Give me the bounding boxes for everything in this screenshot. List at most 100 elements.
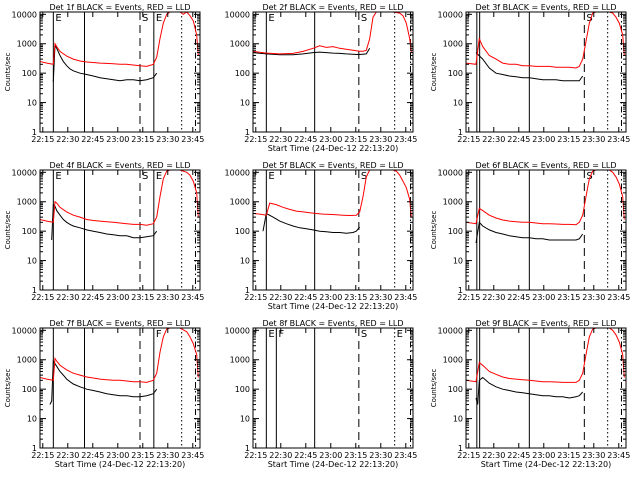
x-tick-label: 23:15	[131, 451, 154, 460]
panel-title: Det 5f BLACK = Events, RED = LLD	[262, 161, 403, 170]
panel-title: Det 9f BLACK = Events, RED = LLD	[475, 319, 616, 328]
y-tick-label: 1000	[443, 356, 463, 365]
time-marker-label: S	[361, 13, 367, 24]
x-tick-label: 23:45	[394, 451, 417, 460]
y-tick-label: 1	[32, 444, 37, 453]
x-tick-label: 23:30	[156, 293, 179, 302]
x-tick-label: 23:00	[106, 451, 129, 460]
y-tick-label: 10000	[12, 168, 37, 177]
time-marker-label: E	[55, 171, 61, 182]
x-tick-label: 23:15	[344, 451, 367, 460]
panel-title: Det 7f BLACK = Events, RED = LLD	[49, 319, 190, 328]
x-tick-label: 23:00	[319, 293, 342, 302]
x-tick-label: 22:45	[81, 135, 104, 144]
y-tick-label: 10	[240, 257, 250, 266]
series-line-events	[475, 221, 584, 243]
time-marker-label: S	[586, 13, 592, 24]
panel-title: Det 3f BLACK = Events, RED = LLD	[475, 3, 616, 12]
time-marker-label: E	[156, 13, 162, 24]
y-tick-label: 1000	[230, 356, 250, 365]
x-tick-label: 23:30	[369, 293, 392, 302]
plot-frame	[39, 327, 201, 449]
y-axis-label: Counts/sec	[4, 211, 12, 250]
x-tick-label: 23:45	[607, 451, 630, 460]
y-tick-label: 100	[235, 385, 250, 394]
time-marker-label: E	[55, 13, 61, 24]
series-line-lld	[466, 170, 625, 226]
series-line-events	[51, 203, 158, 241]
series-line-lld	[466, 12, 625, 69]
time-marker-label: E	[397, 329, 403, 340]
x-axis-label: Start Time (24-Dec-12 22:13:20)	[268, 460, 399, 469]
y-tick-label: 100	[22, 69, 37, 78]
x-tick-label: 22:30	[269, 451, 292, 460]
series-line-events	[52, 43, 158, 83]
time-marker-label: E	[268, 13, 274, 24]
x-tick-label: 22:15	[31, 135, 54, 144]
x-tick-label: 22:15	[457, 135, 480, 144]
x-tick-label: 23:45	[394, 293, 417, 302]
x-tick-label: 22:30	[482, 135, 505, 144]
y-tick-label: 1	[32, 286, 37, 295]
x-tick-label: 23:15	[131, 293, 154, 302]
y-tick-label: 1000	[443, 40, 463, 49]
x-tick-label: 22:45	[294, 293, 317, 302]
panel-title: Det 2f BLACK = Events, RED = LLD	[262, 3, 403, 12]
x-tick-label: 23:30	[582, 451, 605, 460]
x-tick-label: 23:45	[181, 293, 204, 302]
y-tick-label: 100	[235, 69, 250, 78]
x-tick-label: 22:30	[56, 293, 79, 302]
y-tick-label: 100	[448, 385, 463, 394]
time-marker-label: F	[156, 329, 162, 340]
y-tick-label: 10	[240, 99, 250, 108]
series-line-events	[475, 376, 584, 405]
x-tick-label: 22:15	[31, 451, 54, 460]
x-tick-label: 23:30	[369, 135, 392, 144]
plot-frame	[252, 11, 414, 133]
x-tick-label: 23:30	[156, 135, 179, 144]
x-tick-label: 22:30	[482, 451, 505, 460]
time-marker-label: E	[156, 171, 162, 182]
y-tick-label: 10	[453, 99, 463, 108]
x-tick-label: 23:15	[557, 293, 580, 302]
y-tick-label: 10000	[438, 168, 463, 177]
x-tick-label: 23:30	[156, 451, 179, 460]
y-tick-label: 10	[27, 257, 37, 266]
x-tick-label: 23:00	[532, 451, 555, 460]
x-tick-label: 22:45	[294, 451, 317, 460]
plot-frame	[465, 327, 627, 449]
x-tick-label: 22:45	[507, 293, 530, 302]
x-tick-label: 22:30	[269, 135, 292, 144]
series-line-events	[475, 52, 584, 82]
time-marker-label: E	[268, 171, 274, 182]
y-axis-label: Counts/sec	[4, 369, 12, 408]
x-tick-label: 23:15	[344, 293, 367, 302]
time-marker-label: S	[361, 329, 367, 340]
time-marker-label: S	[142, 171, 148, 182]
y-tick-label: 1	[245, 128, 250, 137]
detector-panel: Det 9f BLACK = Events, RED = LLD 1 10 100 10…	[430, 319, 630, 469]
x-tick-label: 23:00	[106, 135, 129, 144]
y-tick-label: 10000	[12, 326, 37, 335]
plot-frame	[39, 11, 201, 133]
x-tick-label: 22:15	[457, 293, 480, 302]
time-marker-label: S	[586, 171, 592, 182]
x-tick-label: 22:45	[507, 451, 530, 460]
x-tick-label: 22:45	[507, 135, 530, 144]
x-tick-label: 23:15	[557, 451, 580, 460]
series-line-lld	[253, 12, 412, 55]
plot-frame	[465, 169, 627, 291]
series-line-events	[253, 48, 371, 56]
x-tick-label: 22:15	[244, 293, 267, 302]
x-tick-label: 22:30	[56, 135, 79, 144]
x-tick-label: 23:45	[607, 135, 630, 144]
y-tick-label: 1000	[230, 40, 250, 49]
time-marker-label: F	[278, 329, 284, 340]
